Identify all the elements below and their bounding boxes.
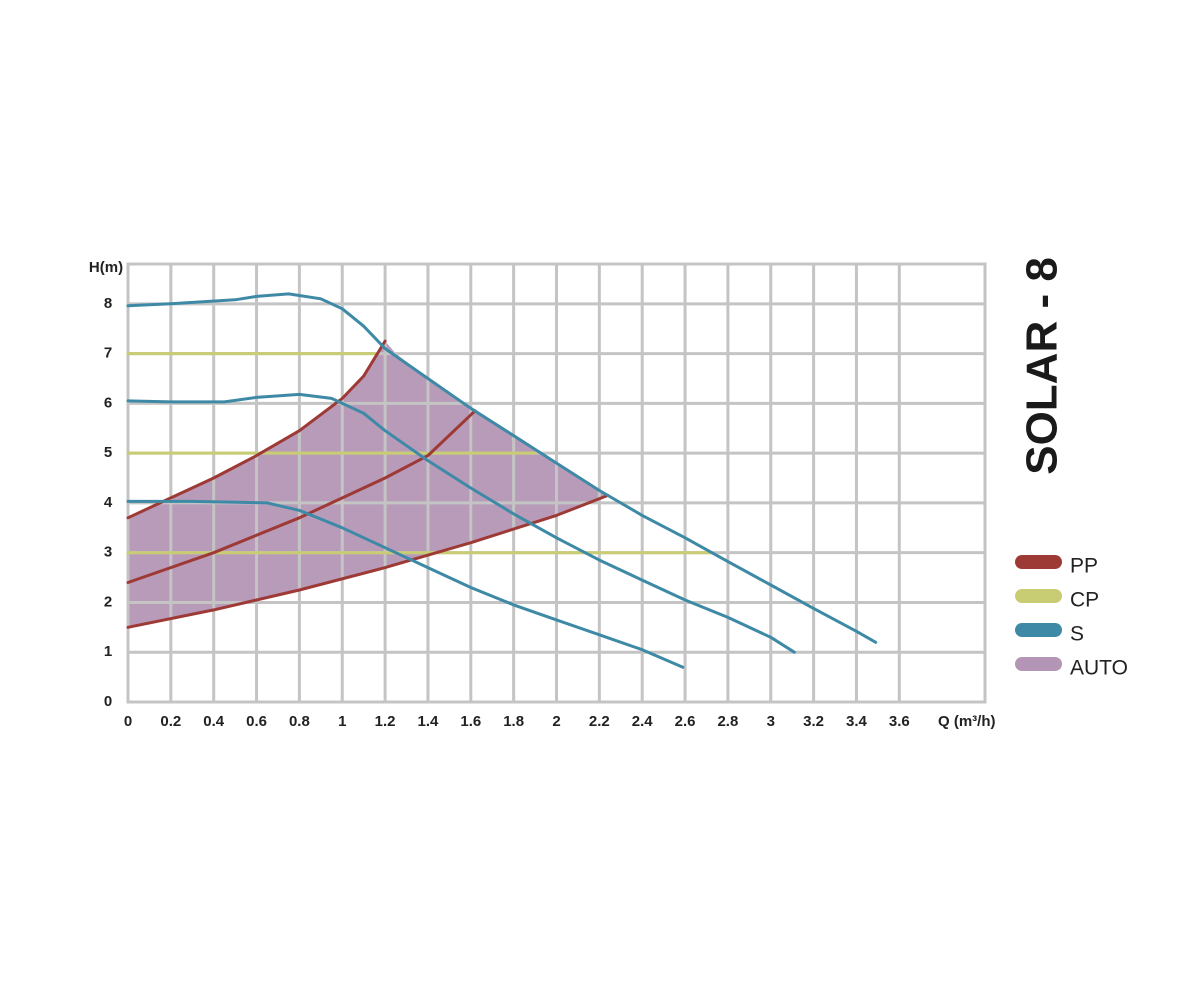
- y-tick-label: 8: [104, 295, 112, 312]
- x-tick-label: 2: [552, 713, 560, 730]
- x-tick-label: 1.6: [460, 713, 481, 730]
- x-tick-label: 1.2: [375, 713, 396, 730]
- curve: [126, 392, 796, 654]
- curve: [126, 493, 610, 629]
- auto-area: [128, 341, 608, 628]
- y-tick-label: 1: [104, 643, 112, 660]
- area-layer: [128, 341, 608, 628]
- x-tick-label: 2.8: [717, 713, 738, 730]
- y-tick-label: 7: [104, 345, 112, 362]
- legend-swatch: [1015, 623, 1062, 637]
- chart-title: SOLAR - 8: [1018, 257, 1067, 475]
- curve: [126, 339, 387, 520]
- line-layer: [126, 292, 878, 669]
- legend-label: S: [1070, 623, 1084, 646]
- y-axis-label: H(m): [89, 259, 123, 276]
- y-tick-label: 5: [104, 444, 112, 461]
- x-tick-label: 1: [338, 713, 346, 730]
- x-tick-label: 1.8: [503, 713, 524, 730]
- x-tick-label: 3: [767, 713, 775, 730]
- x-tick-label: 2.6: [675, 713, 696, 730]
- grid-layer: [126, 262, 987, 704]
- x-tick-label: 0.4: [203, 713, 225, 730]
- legend-swatch: [1015, 555, 1062, 569]
- legend-label: PP: [1070, 555, 1098, 578]
- label-layer: SOLAR - 8 Q (m³/h) H(m) 0 0.2 0.4 0.6 0.8 1 1.…: [89, 257, 1128, 730]
- x-tick-label: 1.4: [418, 713, 440, 730]
- y-tick-label: 4: [104, 494, 113, 511]
- y-tick-label: 3: [104, 544, 112, 561]
- x-tick-label: 0.8: [289, 713, 310, 730]
- curve: [126, 409, 477, 584]
- legend-swatch: [1015, 657, 1062, 671]
- x-tick-label: 0.6: [246, 713, 267, 730]
- x-tick-label: 2.2: [589, 713, 610, 730]
- curve: [126, 499, 685, 669]
- legend-label: CP: [1070, 589, 1099, 612]
- x-tick-label: 3.2: [803, 713, 824, 730]
- y-tick-label: 0: [104, 693, 112, 710]
- y-tick-label: 6: [104, 394, 112, 411]
- x-tick-label: 0.2: [160, 713, 181, 730]
- x-tick-label: 3.4: [846, 713, 868, 730]
- y-tick-label: 2: [104, 593, 112, 610]
- x-tick-label: 0: [124, 713, 132, 730]
- x-axis-label: Q (m³/h): [938, 713, 996, 730]
- x-tick-label: 3.6: [889, 713, 910, 730]
- curve: [126, 292, 878, 644]
- legend-swatch: [1015, 589, 1062, 603]
- legend-label: AUTO: [1070, 657, 1128, 680]
- x-tick-label: 2.4: [632, 713, 654, 730]
